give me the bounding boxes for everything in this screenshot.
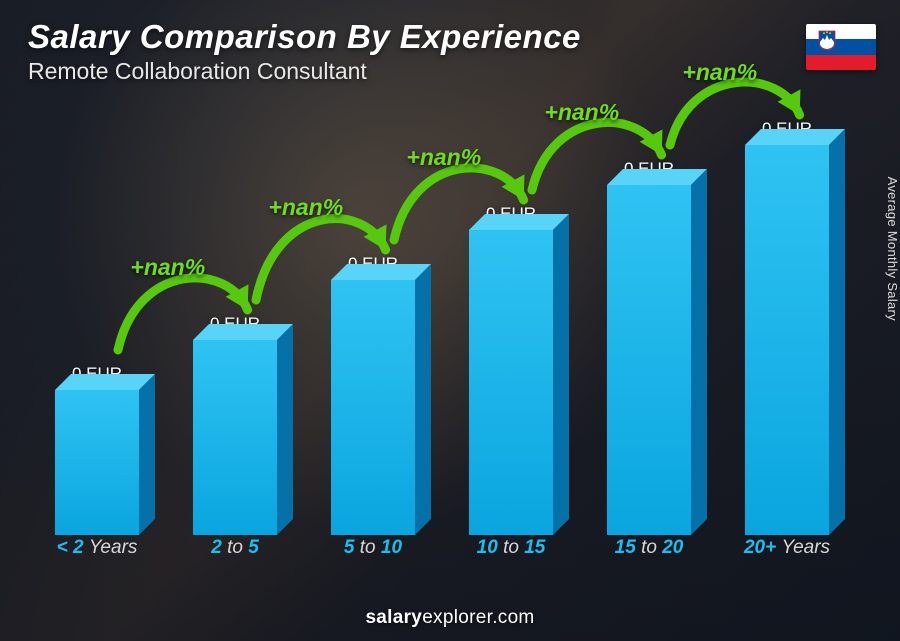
flag-stripe-2 <box>806 39 876 54</box>
bar-front <box>745 145 829 535</box>
bar-front <box>469 230 553 535</box>
bar-side <box>277 324 293 535</box>
delta-label: +nan% <box>682 59 757 86</box>
x-axis-label: 10 to 15 <box>442 537 580 571</box>
bar-side <box>553 214 569 535</box>
title-block: Salary Comparison By Experience Remote C… <box>28 18 581 85</box>
delta-label: +nan% <box>406 144 481 171</box>
bar-slot: 0 EUR <box>166 100 304 535</box>
x-axis: < 2 Years2 to 55 to 1010 to 1515 to 2020… <box>28 537 856 571</box>
delta-label: +nan% <box>268 194 343 221</box>
bar <box>331 280 415 535</box>
footer-brand-rest: explorer <box>422 607 492 628</box>
page-title: Salary Comparison By Experience <box>28 18 581 56</box>
delta-label: +nan% <box>130 254 205 281</box>
bar <box>55 390 139 535</box>
bar <box>469 230 553 535</box>
delta-label: +nan% <box>544 99 619 126</box>
country-flag-icon <box>806 24 876 70</box>
bar-side <box>139 374 155 535</box>
bar-front <box>193 340 277 535</box>
x-axis-label: 5 to 10 <box>304 537 442 571</box>
bar <box>193 340 277 535</box>
footer-domain: .com <box>492 607 534 628</box>
flag-stripe-3 <box>806 55 876 70</box>
footer-attribution: salaryexplorer.com <box>0 607 900 629</box>
y-axis-label: Average Monthly Salary <box>885 176 900 320</box>
chart-canvas: Salary Comparison By Experience Remote C… <box>0 0 900 641</box>
bar-side <box>691 169 707 535</box>
footer-brand-bold: salary <box>365 607 422 628</box>
flag-crest-icon <box>818 30 836 50</box>
x-axis-label: < 2 Years <box>28 537 166 571</box>
x-axis-label: 15 to 20 <box>580 537 718 571</box>
bar <box>607 185 691 535</box>
bar-side <box>415 264 431 535</box>
bar-slot: 0 EUR <box>580 100 718 535</box>
x-axis-label: 2 to 5 <box>166 537 304 571</box>
bar-front <box>331 280 415 535</box>
bar-chart: 0 EUR0 EUR0 EUR0 EUR0 EUR0 EUR < 2 Years… <box>28 100 856 571</box>
bar-side <box>829 129 845 535</box>
page-subtitle: Remote Collaboration Consultant <box>28 58 581 85</box>
bar-front <box>55 390 139 535</box>
flag-stripe-1 <box>806 24 876 39</box>
bar-slot: 0 EUR <box>28 100 166 535</box>
bar-front <box>607 185 691 535</box>
bar <box>745 145 829 535</box>
bar-slot: 0 EUR <box>718 100 856 535</box>
x-axis-label: 20+ Years <box>718 537 856 571</box>
